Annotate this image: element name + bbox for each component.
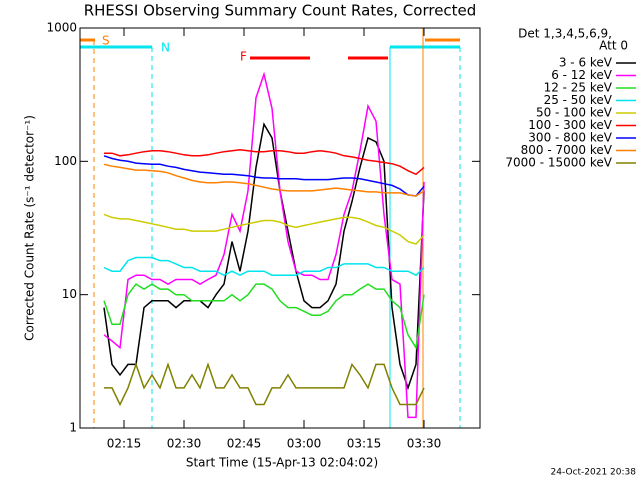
legend-label: 300 - 800 keV bbox=[528, 131, 612, 145]
series-line bbox=[103, 163, 425, 197]
annotation: F bbox=[240, 50, 247, 64]
series-line bbox=[103, 71, 425, 419]
x-tick-label: 02:45 bbox=[227, 437, 262, 451]
legend-label: 7000 - 15000 keV bbox=[505, 156, 612, 170]
annotation: N bbox=[161, 41, 170, 55]
legend-title: Det 1,3,4,5,6,9, bbox=[518, 27, 612, 41]
chart-title: RHESSI Observing Summary Count Rates, Co… bbox=[84, 2, 477, 20]
legend-title: Att 0 bbox=[599, 39, 628, 53]
legend-label: 6 - 12 keV bbox=[551, 68, 613, 82]
legend-label: 3 - 6 keV bbox=[559, 56, 613, 70]
x-axis-label: Start Time (15-Apr-13 02:04:02) bbox=[186, 456, 378, 470]
legend-label: 50 - 100 keV bbox=[536, 106, 613, 120]
series-line bbox=[104, 362, 425, 407]
legend-label: 800 - 7000 keV bbox=[521, 143, 613, 157]
y-tick-label: 10 bbox=[62, 287, 77, 301]
y-axis-label: Corrected Count Rate (s⁻¹ detector⁻¹) bbox=[23, 115, 37, 341]
flags bbox=[80, 38, 460, 60]
y-tick-label: 1000 bbox=[46, 21, 77, 35]
legend-label: 25 - 50 keV bbox=[544, 93, 613, 107]
series-line bbox=[103, 155, 425, 197]
plot-frame bbox=[79, 27, 481, 429]
x-tick-label: 03:30 bbox=[407, 437, 442, 451]
y-tick-label: 1 bbox=[69, 421, 77, 435]
x-tick-label: 03:00 bbox=[287, 437, 322, 451]
series-line bbox=[104, 149, 425, 176]
legend-label: 100 - 300 keV bbox=[528, 118, 612, 132]
series-line bbox=[103, 213, 425, 245]
x-tick-label: 03:15 bbox=[347, 437, 382, 451]
footer: 24-Oct-2021 20:38 bbox=[551, 468, 637, 478]
series-line bbox=[103, 283, 425, 350]
annotation: S bbox=[102, 34, 110, 48]
x-tick-label: 02:30 bbox=[167, 437, 202, 451]
y-tick-label: 100 bbox=[54, 154, 77, 168]
series-line bbox=[103, 256, 425, 277]
x-tick-label: 02:15 bbox=[107, 437, 142, 451]
series-line bbox=[103, 122, 425, 391]
legend-label: 12 - 25 keV bbox=[544, 81, 613, 95]
